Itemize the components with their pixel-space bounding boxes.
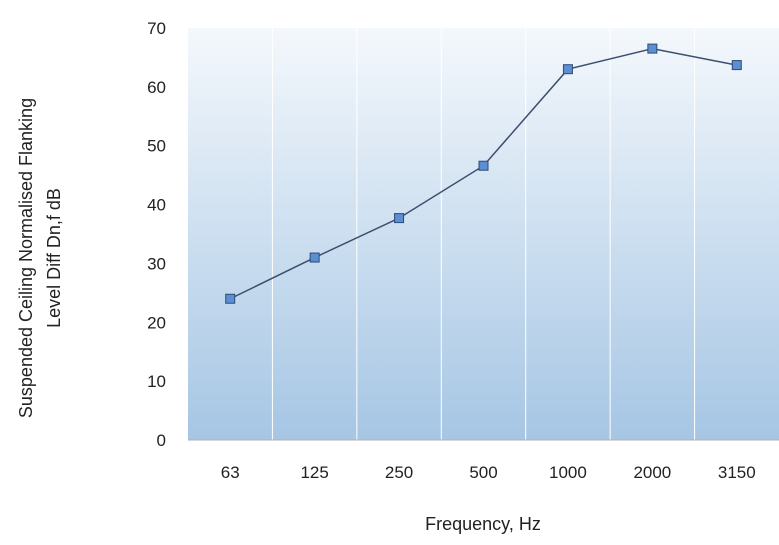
y-tick-label: 50 <box>147 137 166 156</box>
y-axis-label-line2: Level Diff Dn,f dB <box>44 188 64 328</box>
data-point-marker <box>731 60 742 71</box>
y-tick-labels: 0 10 20 30 40 50 60 70 <box>147 19 166 450</box>
y-tick-label: 0 <box>157 431 166 450</box>
data-point-marker <box>309 252 320 263</box>
y-tick-label: 20 <box>147 313 166 332</box>
x-tick-label: 125 <box>300 463 328 482</box>
data-point-marker <box>647 43 658 54</box>
x-tick-label: 3150 <box>718 463 756 482</box>
data-point-marker <box>478 160 489 171</box>
gridlines <box>271 28 696 440</box>
x-tick-label: 500 <box>469 463 497 482</box>
y-axis-label-line1: Suspended Ceiling Normalised Flanking <box>16 98 36 418</box>
data-point-marker <box>562 64 573 75</box>
x-tick-label: 1000 <box>549 463 587 482</box>
data-point-marker <box>225 293 236 304</box>
x-tick-labels: 63 125 250 500 1000 2000 3150 <box>221 463 756 482</box>
x-tick-label: 63 <box>221 463 240 482</box>
x-axis-label: Frequency, Hz <box>425 514 541 534</box>
y-tick-label: 10 <box>147 372 166 391</box>
series-markers <box>225 43 742 304</box>
y-tick-label: 60 <box>147 78 166 97</box>
y-tick-label: 30 <box>147 254 166 273</box>
y-tick-label: 70 <box>147 19 166 38</box>
data-point-marker <box>394 213 405 224</box>
plot-area <box>188 28 779 440</box>
x-tick-label: 250 <box>385 463 413 482</box>
y-axis-label: Suspended Ceiling Normalised Flanking Le… <box>16 98 64 418</box>
x-tick-label: 2000 <box>633 463 671 482</box>
y-tick-label: 40 <box>147 196 166 215</box>
